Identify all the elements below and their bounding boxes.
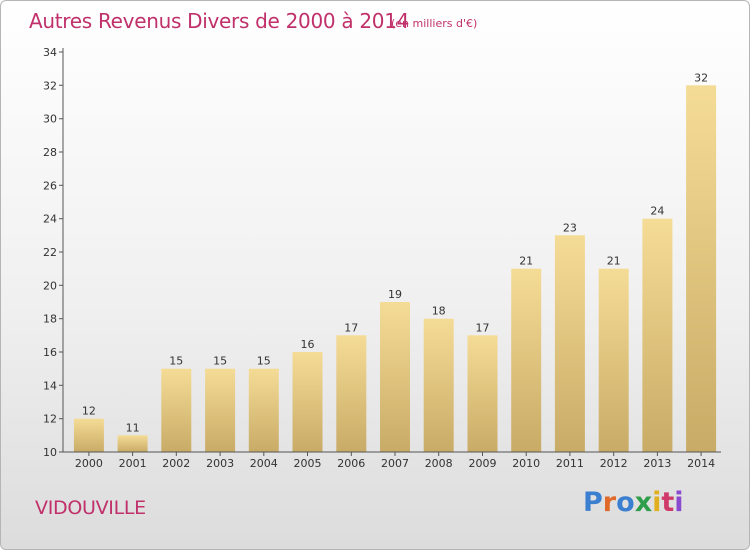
value-label-2010: 21: [519, 255, 533, 268]
value-label-2004: 15: [257, 355, 271, 368]
value-label-2005: 16: [301, 338, 315, 351]
x-tick-label-2006: 2006: [337, 457, 365, 470]
bars-group: 12 11 15 15 15 16 17 19 18 17 21 23 21 24 32: [73, 71, 717, 453]
x-tick-label-2001: 2001: [119, 457, 147, 470]
bar-2004: [248, 368, 279, 452]
bar-2008: [423, 318, 454, 452]
bar-2012: [598, 268, 629, 452]
y-tick-label-30: 30: [43, 113, 57, 126]
y-tick-label-34: 34: [43, 46, 57, 59]
bar-2011: [554, 235, 585, 452]
y-tick-label-10: 10: [43, 446, 57, 459]
value-label-2008: 18: [432, 305, 446, 318]
value-label-2014: 32: [694, 71, 708, 84]
logo-letter: r: [602, 487, 617, 518]
logo-letter: i: [674, 487, 684, 518]
x-tick-label-2014: 2014: [687, 457, 715, 470]
x-tick-label-2009: 2009: [469, 457, 497, 470]
value-label-2006: 17: [344, 321, 358, 334]
x-tick-label-2008: 2008: [425, 457, 453, 470]
bar-2006: [336, 335, 367, 452]
value-label-2000: 12: [82, 405, 96, 418]
bar-2010: [511, 268, 542, 452]
y-tick-label-16: 16: [43, 346, 57, 359]
logo-letter: i: [652, 487, 662, 518]
x-tick-label-2010: 2010: [512, 457, 540, 470]
y-tick-label-32: 32: [43, 79, 57, 92]
value-label-2002: 15: [169, 355, 183, 368]
x-tick-label-2013: 2013: [643, 457, 671, 470]
x-tick-label-2007: 2007: [381, 457, 409, 470]
y-tick-label-12: 12: [43, 413, 57, 426]
bar-2013: [642, 218, 673, 452]
value-label-2003: 15: [213, 355, 227, 368]
axes-group: 2000 2001 2002 2003 2004 2005 2006 2007 2008 2009…: [43, 46, 721, 470]
y-tick-label-20: 20: [43, 279, 57, 292]
x-tick-label-2004: 2004: [250, 457, 278, 470]
value-label-2013: 24: [650, 205, 664, 218]
logo-letter: o: [616, 487, 635, 518]
y-tick-label-14: 14: [43, 379, 57, 392]
value-label-2001: 11: [126, 421, 140, 434]
x-tick-label-2012: 2012: [600, 457, 628, 470]
bar-2000: [73, 418, 104, 452]
logo-letter: x: [634, 487, 653, 518]
x-tick-label-2000: 2000: [75, 457, 103, 470]
value-label-2007: 19: [388, 288, 402, 301]
x-tick-label-2002: 2002: [162, 457, 190, 470]
logo-letter: P: [583, 487, 603, 518]
chart-title: Autres Revenus Divers de 2000 à 2014: [29, 9, 410, 33]
bar-2002: [161, 368, 192, 452]
place-name: VIDOUVILLE: [35, 497, 146, 519]
proxiti-logo[interactable]: Proxiti: [583, 487, 684, 518]
y-tick-label-28: 28: [43, 146, 57, 159]
x-tick-label-2005: 2005: [294, 457, 322, 470]
y-tick-label-18: 18: [43, 313, 57, 326]
bar-2003: [205, 368, 236, 452]
chart-subtitle: (en milliers d'€): [391, 17, 478, 30]
y-tick-label-24: 24: [43, 213, 57, 226]
bar-2014: [686, 85, 717, 453]
y-tick-label-22: 22: [43, 246, 57, 259]
x-tick-label-2003: 2003: [206, 457, 234, 470]
value-label-2009: 17: [476, 321, 490, 334]
value-label-2011: 23: [563, 221, 577, 234]
x-tick-label-2011: 2011: [556, 457, 584, 470]
bar-2009: [467, 335, 498, 452]
bar-2001: [117, 435, 148, 452]
logo-letter: t: [661, 487, 675, 518]
value-label-2012: 21: [607, 255, 621, 268]
bar-2007: [380, 302, 410, 452]
y-tick-label-26: 26: [43, 179, 57, 192]
bar-2005: [292, 352, 323, 452]
